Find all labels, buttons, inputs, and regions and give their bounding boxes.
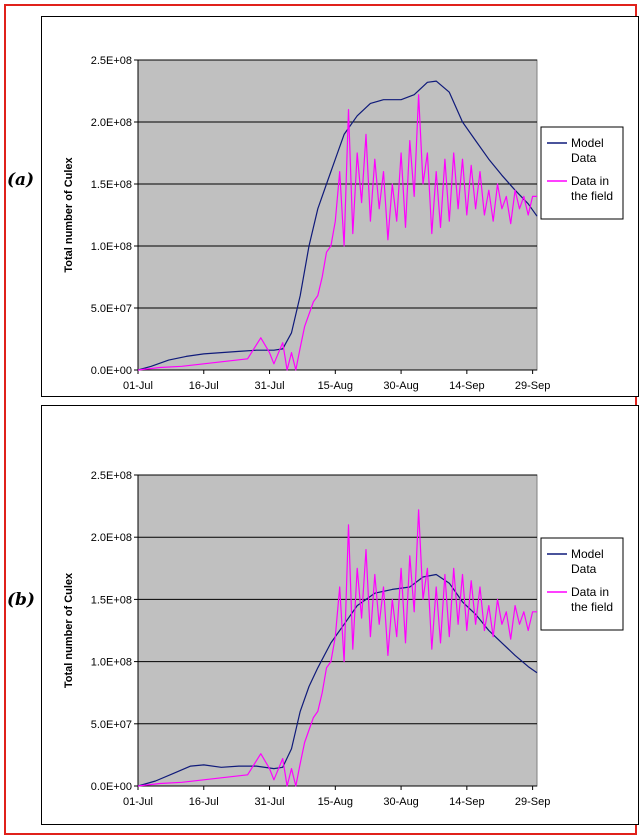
legend-label-1: Data in the field [571, 585, 613, 614]
chart-b: 0.0E+00 5.0E+07 1.0E+08 1.5E+08 2.0E+08 2.5E+… [63, 470, 624, 808]
x-tick-label-5: 14-Sep [449, 380, 484, 392]
series-line-field [137, 509, 537, 787]
series-line-model [137, 573, 538, 787]
legend: Model Data Data in the field [540, 126, 624, 220]
y-tick-label-4: 2.0E+08 [91, 532, 132, 544]
legend: Model Data Data in the field [540, 537, 624, 631]
series-line-field [137, 94, 537, 371]
y-tick-label-0: 0.0E+00 [91, 365, 132, 377]
x-tick-label-6: 29-Sep [515, 380, 550, 392]
panel-label-a: (a) [7, 170, 35, 190]
x-tick-label-0: 01-Jul [123, 796, 153, 808]
chart-panel-b: 0.0E+00 5.0E+07 1.0E+08 1.5E+08 2.0E+08 2.5E+… [41, 405, 639, 825]
x-tick-label-1: 16-Jul [189, 796, 219, 808]
y-axis-label: Total number of Culex [63, 572, 75, 688]
plot-area [137, 59, 538, 371]
y-axis-label: Total number of Culex [63, 156, 75, 272]
x-tick-label-2: 31-Jul [255, 796, 285, 808]
x-tick-label-2: 31-Jul [255, 380, 285, 392]
x-tick-label-4: 30-Aug [383, 380, 418, 392]
legend-label-0: Model Data [571, 136, 604, 165]
y-tick-label-2: 1.0E+08 [91, 657, 132, 669]
y-tick-label-3: 1.5E+08 [91, 179, 132, 191]
y-tick-label-3: 1.5E+08 [91, 594, 132, 606]
x-tick-label-1: 16-Jul [189, 380, 219, 392]
panel-label-b: (b) [7, 590, 35, 610]
y-tick-label-5: 2.5E+08 [91, 470, 132, 482]
x-tick-label-4: 30-Aug [383, 796, 418, 808]
chart-panel-a: 0.0E+00 5.0E+07 1.0E+08 1.5E+08 2.0E+08 2.5E+… [41, 16, 639, 397]
y-tick-label-1: 5.0E+07 [91, 303, 132, 315]
legend-label-0: Model Data [571, 547, 604, 576]
y-tick-label-5: 2.5E+08 [91, 55, 132, 67]
x-tick-label-6: 29-Sep [515, 796, 550, 808]
legend-label-1: Data in the field [571, 174, 613, 203]
series-line-model [137, 80, 538, 371]
chart-a: 0.0E+00 5.0E+07 1.0E+08 1.5E+08 2.0E+08 2.5E+… [63, 55, 624, 392]
y-tick-label-2: 1.0E+08 [91, 241, 132, 253]
y-tick-label-0: 0.0E+00 [91, 781, 132, 793]
plot-area [137, 474, 538, 787]
x-tick-label-3: 15-Aug [318, 380, 353, 392]
x-tick-label-5: 14-Sep [449, 796, 484, 808]
y-tick-label-4: 2.0E+08 [91, 117, 132, 129]
x-tick-label-0: 01-Jul [123, 380, 153, 392]
y-tick-label-1: 5.0E+07 [91, 719, 132, 731]
x-tick-label-3: 15-Aug [318, 796, 353, 808]
